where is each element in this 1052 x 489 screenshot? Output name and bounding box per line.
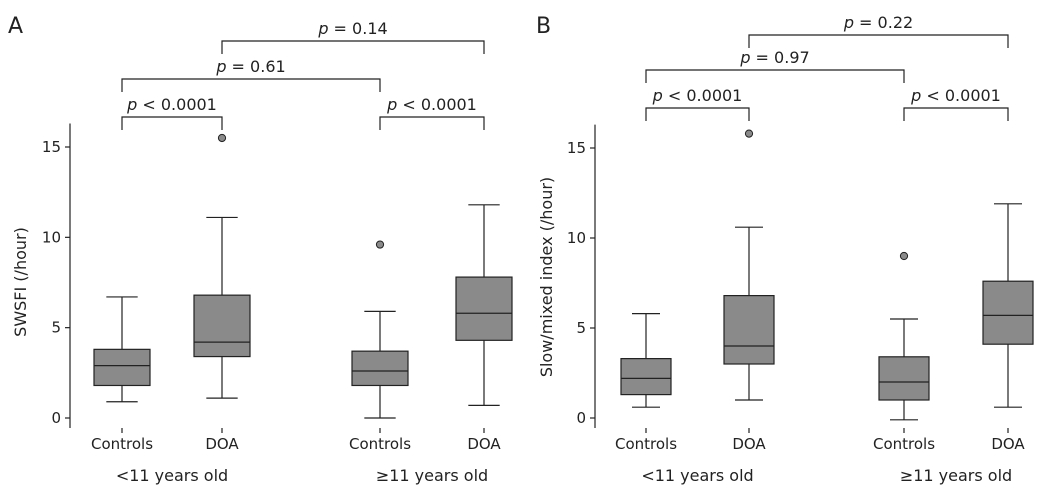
panel-b-box xyxy=(982,280,1034,345)
panel-a-p-value-label: p < 0.0001 xyxy=(386,95,477,114)
panel-b-y-tick-label: 5 xyxy=(576,319,586,337)
panel-a-p-value-label: p = 0.14 xyxy=(317,19,387,38)
panel-a-group-label: <11 years old xyxy=(116,466,228,485)
panel-a-category-label: DOA xyxy=(467,435,501,453)
panel-b-p-value-label: p = 0.97 xyxy=(739,48,809,67)
panel-a-y-tick-label: 5 xyxy=(51,319,61,337)
panel-a-category-label: DOA xyxy=(205,435,239,453)
panel-a-y-axis-title: SWSFI (/hour) xyxy=(11,227,30,337)
panel-b-box xyxy=(723,295,775,365)
panel-a-box xyxy=(455,276,513,341)
panel-b-comparison-bracket xyxy=(645,69,905,83)
panel-b-y-tick-label: 10 xyxy=(567,229,586,247)
panel-b-box xyxy=(878,356,930,401)
panel-a-box xyxy=(193,294,251,358)
panel-a: A 0 5 10 15 SWSFI (/hour) Controls DOA Controls D… xyxy=(8,14,513,485)
panel-b-label: B xyxy=(536,14,551,39)
panel-a-outlier-point xyxy=(375,240,385,249)
panel-b-category-label: DOA xyxy=(732,435,766,453)
panel-a-comparison-bracket xyxy=(221,40,485,54)
panel-b-p-value-label: p < 0.0001 xyxy=(652,86,743,105)
panel-b-y-tick-label: 15 xyxy=(567,139,586,157)
panel-b-outlier-point xyxy=(744,129,754,138)
panel-b-y-axis-title: Slow/mixed index (/hour) xyxy=(537,177,556,377)
panel-b-group-label: ≥11 years old xyxy=(900,466,1012,485)
panel-b-category-label: DOA xyxy=(991,435,1025,453)
panel-b-group-label: <11 years old xyxy=(641,466,753,485)
panel-b-comparison-bracket xyxy=(903,107,1009,121)
panel-b-p-value-label: p < 0.0001 xyxy=(910,86,1001,105)
panel-b-comparison-bracket xyxy=(748,34,1009,48)
panel-a-y-tick-label: 15 xyxy=(42,138,61,156)
panel-b-comparison-bracket xyxy=(645,107,750,121)
panel-a-p-value-label: p = 0.61 xyxy=(215,57,285,76)
panel-a-comparison-bracket xyxy=(121,78,381,92)
panel-b-p-value-label: p = 0.22 xyxy=(843,13,913,32)
panel-a-box xyxy=(351,350,409,387)
panel-b-outlier-point xyxy=(899,251,909,261)
panel-b-category-label: Controls xyxy=(873,435,935,453)
panel-a-category-label: Controls xyxy=(349,435,411,453)
panel-a-p-value-label: p < 0.0001 xyxy=(126,95,217,114)
panel-a-box xyxy=(93,348,151,387)
panel-a-y-tick-label: 0 xyxy=(51,409,61,427)
panel-a-label: A xyxy=(8,14,23,39)
panel-a-comparison-bracket xyxy=(121,116,223,130)
panel-a-category-label: Controls xyxy=(91,435,153,453)
panel-b-y-tick-label: 0 xyxy=(576,409,586,427)
panel-b-box xyxy=(620,358,672,396)
panel-b: B 0 5 10 15 Slow/mixed index (/hour) Controls D… xyxy=(536,13,1034,485)
panel-a-y-tick-label: 10 xyxy=(42,228,61,246)
panel-b-category-label: Controls xyxy=(615,435,677,453)
panel-a-group-label: ≥11 years old xyxy=(376,466,488,485)
panel-a-outlier-point xyxy=(217,133,227,143)
panel-a-comparison-bracket xyxy=(379,116,485,130)
